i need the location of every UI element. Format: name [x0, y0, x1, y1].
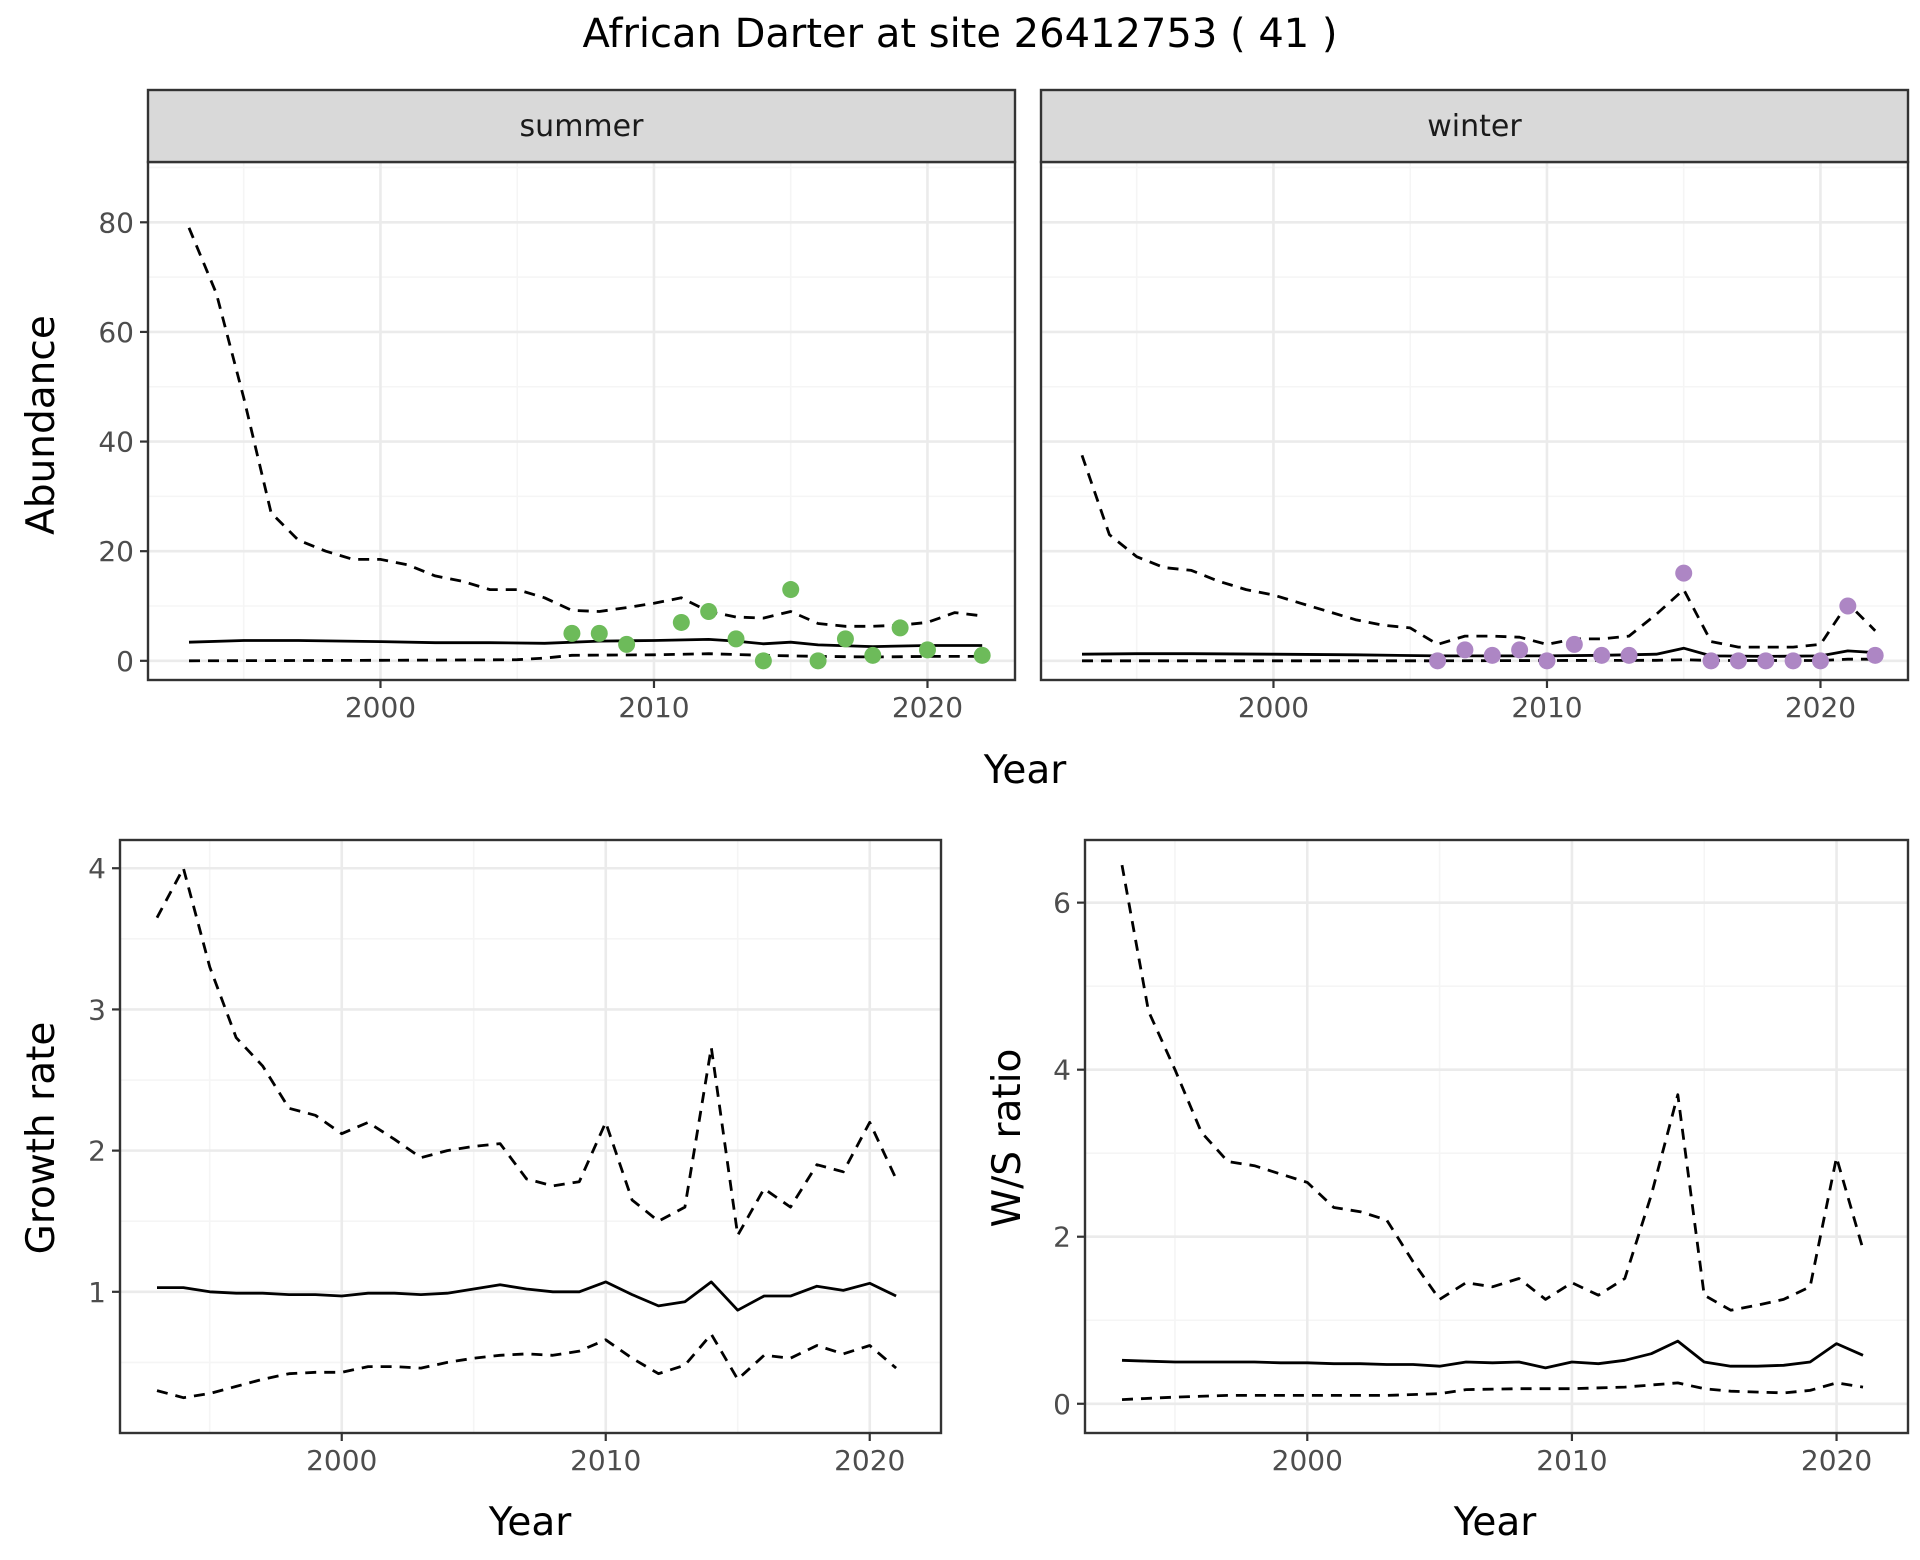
data-point — [754, 652, 772, 670]
data-point — [782, 581, 800, 599]
data-point — [1511, 641, 1529, 659]
facet-strip-label: summer — [520, 109, 645, 144]
data-point — [809, 652, 827, 670]
facet-strip-label: winter — [1427, 109, 1522, 144]
series-line-estimate — [188, 638, 983, 648]
plot-background — [1085, 840, 1908, 1433]
y-tick-label: 0 — [116, 645, 134, 678]
panel-border — [118, 838, 943, 1435]
data-point — [1593, 646, 1611, 664]
y-tick-label: 2 — [1053, 1221, 1071, 1254]
series-line-upper — [155, 866, 898, 1237]
data-point — [590, 624, 608, 642]
top-y-axis-title: Abundance — [19, 315, 64, 535]
panel-border — [1083, 838, 1910, 1435]
figure-title: African Darter at site 26412753 ( 41 ) — [582, 11, 1337, 57]
plot-background — [148, 162, 1015, 680]
data-point — [1675, 564, 1693, 582]
x-tick-label: 2010 — [570, 1444, 641, 1477]
data-point — [918, 641, 936, 659]
plot-background — [1041, 162, 1908, 680]
series-line-lower — [1121, 1381, 1864, 1401]
x-tick-label: 2020 — [1801, 1444, 1872, 1477]
data-point — [1702, 652, 1720, 670]
series-line-lower — [188, 652, 983, 663]
facet-strip — [1039, 88, 1910, 164]
growth-y-axis-title: Growth rate — [19, 1022, 64, 1255]
ws-x-axis-title: Year — [1453, 1500, 1538, 1545]
growth-x-axis-title: Year — [488, 1500, 573, 1545]
x-tick-label: 2020 — [834, 1444, 905, 1477]
panel-ws-ratio: 2000 2010 2020 0 2 4 6 — [1053, 838, 1910, 1477]
series-line-estimate — [157, 1280, 897, 1312]
y-tick-label: 4 — [88, 852, 106, 885]
data-point — [1620, 646, 1638, 664]
ws-y-axis-title: W/S ratio — [985, 1049, 1030, 1228]
y-tick-label: 4 — [1053, 1054, 1071, 1087]
data-point — [836, 630, 854, 648]
series-line-upper — [1080, 454, 1877, 649]
data-point — [891, 619, 909, 637]
panel-winter: 2000 2010 2020 winter — [1039, 88, 1910, 724]
data-point — [1811, 652, 1829, 670]
gridlines — [1041, 162, 1908, 680]
x-tick-label: 2010 — [1536, 1444, 1607, 1477]
y-tick-label: 40 — [98, 426, 134, 459]
data-point — [1565, 635, 1583, 653]
data-point — [973, 646, 991, 664]
data-point — [864, 646, 882, 664]
x-tick-label: 2010 — [1511, 691, 1582, 724]
data-point — [563, 624, 581, 642]
y-tick-label: 6 — [1053, 887, 1071, 920]
data-point — [1757, 652, 1775, 670]
x-tick-label: 2000 — [306, 1444, 377, 1477]
series-line-upper — [187, 227, 983, 628]
data-point — [1839, 597, 1857, 615]
data-point — [1429, 652, 1447, 670]
series-line-estimate — [1121, 1339, 1864, 1370]
data-point — [1729, 652, 1747, 670]
data-point — [672, 613, 690, 631]
panel-growth: 2000 2010 2020 1 2 3 4 — [88, 838, 943, 1477]
data-point — [1866, 646, 1884, 664]
series-line-upper — [1120, 864, 1865, 1312]
data-point — [1456, 641, 1474, 659]
plot-background — [120, 840, 941, 1433]
data-point — [618, 635, 636, 653]
facet-strip — [146, 88, 1017, 164]
x-tick-label: 2000 — [345, 691, 416, 724]
data-point — [727, 630, 745, 648]
y-tick-label: 80 — [98, 206, 134, 239]
gridlines — [1085, 840, 1908, 1433]
gridlines — [120, 840, 941, 1433]
x-tick-label: 2020 — [1785, 691, 1856, 724]
series-line-lower — [1082, 657, 1876, 663]
y-tick-label: 60 — [98, 316, 134, 349]
x-tick-label: 2000 — [1272, 1444, 1343, 1477]
y-tick-label: 0 — [1053, 1388, 1071, 1421]
x-tick-label: 2010 — [618, 691, 689, 724]
data-point — [1784, 652, 1802, 670]
y-tick-label: 1 — [88, 1276, 106, 1309]
panel-summer: 2000 2010 2020 0 20 40 60 80 summer — [98, 88, 1017, 724]
x-tick-label: 2020 — [892, 691, 963, 724]
x-tick-label: 2000 — [1238, 691, 1309, 724]
y-tick-label: 2 — [88, 1135, 106, 1168]
y-tick-label: 20 — [98, 535, 134, 568]
y-tick-label: 3 — [88, 993, 106, 1026]
data-point — [700, 602, 718, 620]
top-x-axis-title: Year — [983, 748, 1068, 793]
data-point — [1483, 646, 1501, 664]
data-point — [1538, 652, 1556, 670]
series-line-lower — [156, 1332, 898, 1400]
